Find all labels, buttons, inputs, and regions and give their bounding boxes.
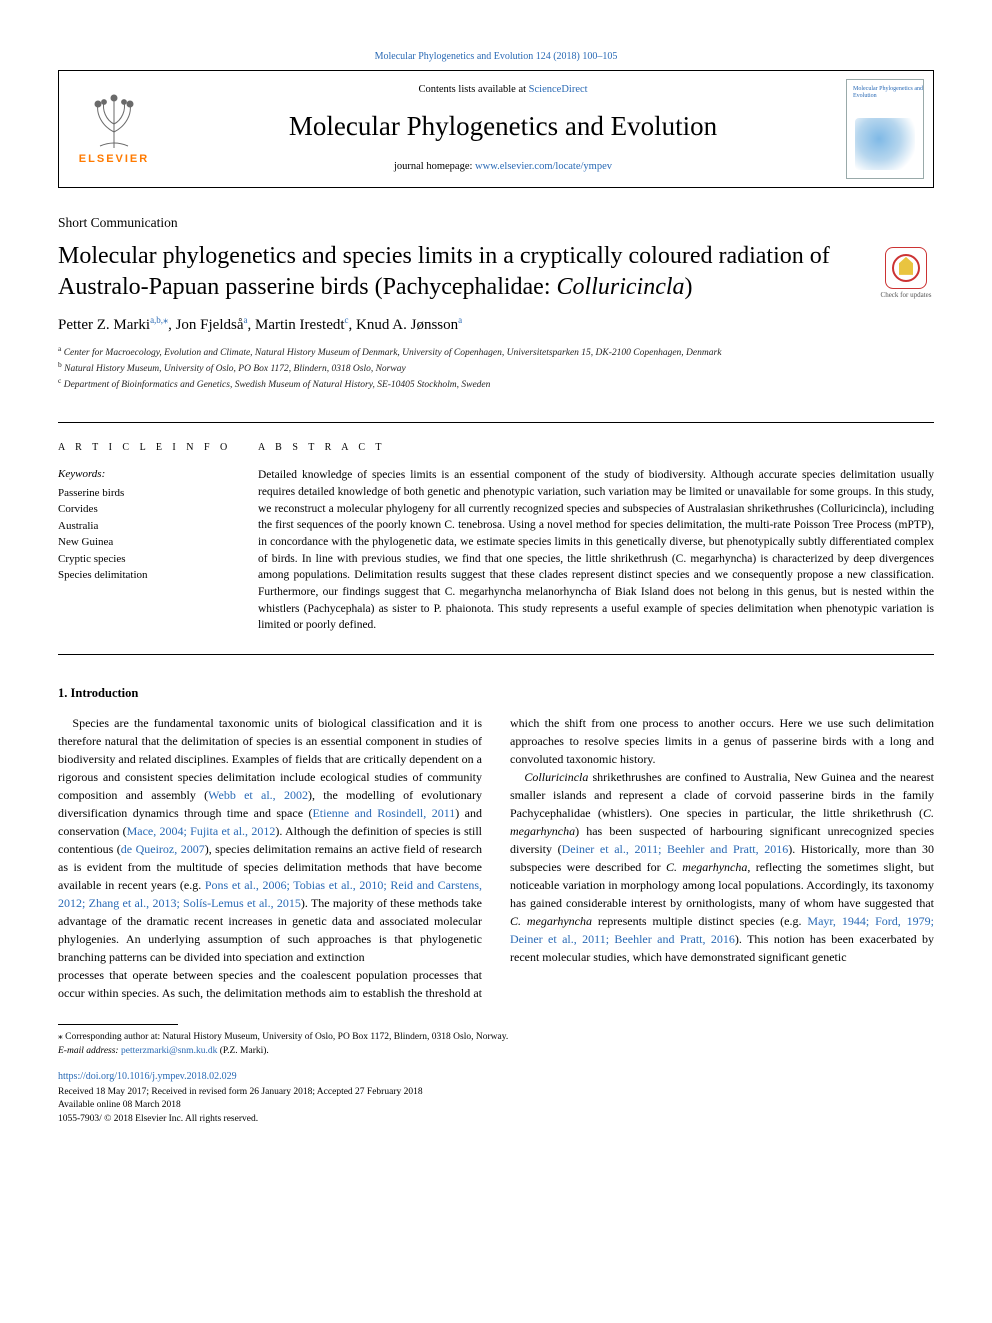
author-affil-sup: a,b, xyxy=(150,315,163,325)
history-copyright: 1055-7903/ © 2018 Elsevier Inc. All righ… xyxy=(58,1113,934,1126)
author-name: Jon Fjeldså xyxy=(176,317,244,333)
author-affil-sup: a xyxy=(243,315,247,325)
body-italic: Colluricincla xyxy=(524,770,588,784)
abstract: A B S T R A C T Detailed knowledge of sp… xyxy=(258,441,934,634)
affiliations: a Center for Macroecology, Evolution and… xyxy=(58,344,934,392)
doi-line: https://doi.org/10.1016/j.ympev.2018.02.… xyxy=(58,1070,934,1084)
body-paragraph: Colluricincla shrikethrushes are confine… xyxy=(510,768,934,966)
keyword: Passerine birds xyxy=(58,485,238,502)
check-updates-label: Check for updates xyxy=(881,291,932,299)
keyword: New Guinea xyxy=(58,534,238,551)
corr-text: Corresponding author at: Natural History… xyxy=(65,1032,508,1042)
email-line: E-mail address: petterzmarki@snm.ku.dk (… xyxy=(58,1045,934,1058)
publisher-logo-cell: ELSEVIER xyxy=(59,71,169,187)
journal-cover-thumb: Molecular Phylogenetics and Evolution xyxy=(846,79,924,179)
info-abstract-row: A R T I C L E I N F O Keywords: Passerin… xyxy=(58,422,934,655)
affil-key: c xyxy=(58,376,61,385)
header-center: Contents lists available at ScienceDirec… xyxy=(169,77,837,180)
homepage-prefix: journal homepage: xyxy=(394,161,475,172)
article-info-heading: A R T I C L E I N F O xyxy=(58,441,238,455)
affiliation: b Natural History Museum, University of … xyxy=(58,360,934,376)
email-tail: (P.Z. Marki). xyxy=(217,1046,268,1056)
article-info: A R T I C L E I N F O Keywords: Passerin… xyxy=(58,441,258,634)
author-name: Petter Z. Marki xyxy=(58,317,150,333)
body-italic: C. megarhyncha xyxy=(510,914,592,928)
author: Knud A. Jønssona xyxy=(356,317,462,333)
citation-link[interactable]: Etienne and Rosindell, 2011 xyxy=(312,806,455,820)
abstract-heading: A B S T R A C T xyxy=(258,441,934,455)
title-text: Molecular phylogenetics and species limi… xyxy=(58,243,830,300)
sciencedirect-link[interactable]: ScienceDirect xyxy=(529,84,588,95)
history-received: Received 18 May 2017; Received in revise… xyxy=(58,1086,934,1099)
affil-text: Department of Bioinformatics and Genetic… xyxy=(64,380,491,390)
title-close: ) xyxy=(685,274,693,300)
affiliation: a Center for Macroecology, Evolution and… xyxy=(58,344,934,360)
journal-homepage: journal homepage: www.elsevier.com/locat… xyxy=(179,160,827,175)
footnotes: ⁎ Corresponding author at: Natural Histo… xyxy=(58,1031,934,1058)
journal-header: ELSEVIER Contents lists available at Sci… xyxy=(58,70,934,188)
journal-cover-cell: Molecular Phylogenetics and Evolution xyxy=(837,71,933,187)
abstract-text: Detailed knowledge of species limits is … xyxy=(258,467,934,634)
author-name: Martin Irestedt xyxy=(255,317,345,333)
affiliation: c Department of Bioinformatics and Genet… xyxy=(58,376,934,392)
title-genus: Colluricincla xyxy=(557,274,685,300)
footnote-rule xyxy=(58,1024,178,1025)
contents-prefix: Contents lists available at xyxy=(418,84,528,95)
affil-text: Center for Macroecology, Evolution and C… xyxy=(64,348,722,358)
author: Martin Irestedtc xyxy=(255,317,349,333)
citation-link[interactable]: de Queiroz, 2007 xyxy=(121,842,205,856)
affil-text: Natural History Museum, University of Os… xyxy=(64,364,406,374)
article-history: Received 18 May 2017; Received in revise… xyxy=(58,1086,934,1126)
elsevier-wordmark: ELSEVIER xyxy=(79,152,149,167)
cover-caption: Molecular Phylogenetics and Evolution xyxy=(853,86,923,99)
body-text: Species are the fundamental taxonomic un… xyxy=(58,714,934,1002)
body-italic: C. megarhyncha xyxy=(666,860,747,874)
article-title: Molecular phylogenetics and species limi… xyxy=(58,241,878,302)
keyword: Species delimitation xyxy=(58,567,238,584)
citation-link[interactable]: Deiner et al., 2011; Beehler and Pratt, … xyxy=(562,842,789,856)
authors-line: Petter Z. Markia,b,⁎, Jon Fjeldsåa, Mart… xyxy=(58,314,934,336)
corr-star-icon: ⁎ xyxy=(58,1032,63,1042)
citation-link[interactable]: Mace, 2004; Fujita et al., 2012 xyxy=(127,824,276,838)
contents-available: Contents lists available at ScienceDirec… xyxy=(179,83,827,98)
email-label: E-mail address: xyxy=(58,1046,121,1056)
running-head: Molecular Phylogenetics and Evolution 12… xyxy=(58,50,934,64)
keywords-label: Keywords: xyxy=(58,467,238,482)
body-paragraph: Species are the fundamental taxonomic un… xyxy=(58,714,482,966)
keyword: Australia xyxy=(58,518,238,535)
affil-key: b xyxy=(58,360,62,369)
doi-link[interactable]: https://doi.org/10.1016/j.ympev.2018.02.… xyxy=(58,1071,237,1082)
journal-name: Molecular Phylogenetics and Evolution xyxy=(179,108,827,146)
author: Petter Z. Markia,b,⁎ xyxy=(58,317,168,333)
check-updates-badge[interactable]: Check for updates xyxy=(878,247,934,301)
author: Jon Fjeldsåa xyxy=(176,317,248,333)
keyword: Corvides xyxy=(58,501,238,518)
keyword: Cryptic species xyxy=(58,551,238,568)
email-link[interactable]: petterzmarki@snm.ku.dk xyxy=(121,1046,217,1056)
body-run: represents multiple distinct species (e.… xyxy=(592,914,807,928)
citation-link[interactable]: Webb et al., 2002 xyxy=(208,788,308,802)
author-affil-sup: a xyxy=(458,315,462,325)
elsevier-tree-icon xyxy=(84,90,144,150)
author-name: Knud A. Jønsson xyxy=(356,317,458,333)
homepage-link[interactable]: www.elsevier.com/locate/ympev xyxy=(475,161,612,172)
affil-key: a xyxy=(58,344,61,353)
crossmark-icon xyxy=(885,247,927,289)
author-affil-sup: c xyxy=(345,315,349,325)
article-type: Short Communication xyxy=(58,214,934,233)
author-corr-star: ⁎ xyxy=(163,315,168,326)
corresponding-author-note: ⁎ Corresponding author at: Natural Histo… xyxy=(58,1031,934,1044)
history-online: Available online 08 March 2018 xyxy=(58,1099,934,1112)
cover-art-icon xyxy=(855,118,915,170)
section-heading: 1. Introduction xyxy=(58,685,934,703)
